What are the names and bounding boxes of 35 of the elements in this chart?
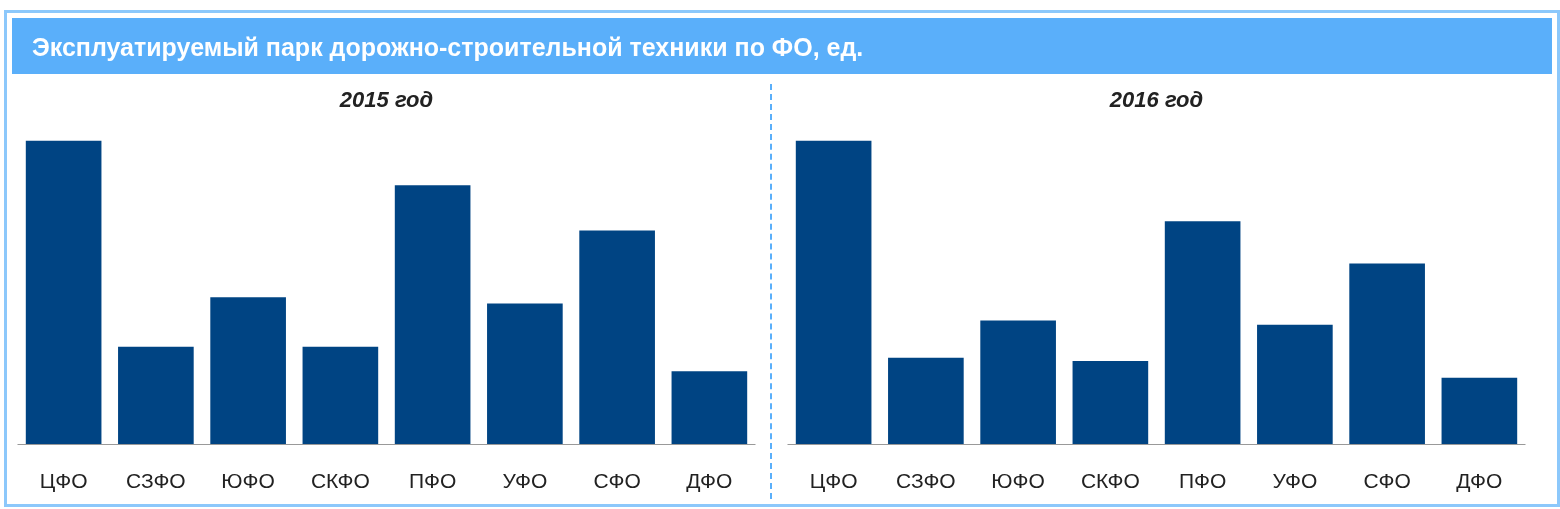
x-tick-label: ЮФО xyxy=(991,468,1045,492)
x-tick-label: УФО xyxy=(1272,468,1318,492)
bar xyxy=(1349,263,1425,445)
x-tick-label: ЮФО xyxy=(221,468,275,492)
bar xyxy=(1164,221,1241,445)
x-tick-label: СФО xyxy=(1363,468,1411,492)
bar xyxy=(302,346,379,445)
x-tick-label: СФО xyxy=(593,468,641,492)
bar xyxy=(888,357,964,445)
x-tick-label: УФО xyxy=(502,468,548,492)
bar xyxy=(25,140,102,445)
bar xyxy=(980,320,1056,445)
bar xyxy=(795,140,872,445)
x-tick-label: СКФО xyxy=(1080,468,1140,492)
bar xyxy=(118,346,194,445)
x-tick-label: ПФО xyxy=(1178,468,1227,492)
chart-subtitle: 2015 год xyxy=(338,86,434,112)
x-tick-label: ДФО xyxy=(1456,468,1503,492)
x-tick-label: ЦФО xyxy=(809,468,858,492)
bar xyxy=(579,230,655,445)
x-tick-label: ДФО xyxy=(686,468,733,492)
bar xyxy=(394,185,471,445)
bar xyxy=(487,303,563,445)
chart-subtitle: 2016 год xyxy=(1108,86,1204,112)
chart-title: Эксплуатируемый парк дорожно-строительной техники по ФО, ед. xyxy=(32,32,864,63)
bar xyxy=(671,371,748,445)
bar xyxy=(1441,377,1518,445)
x-tick-label: СЗФО xyxy=(126,468,186,492)
bar xyxy=(210,297,286,445)
x-tick-label: СЗФО xyxy=(896,468,956,492)
x-tick-label: ЦФО xyxy=(39,468,88,492)
bar xyxy=(1257,324,1333,445)
x-tick-label: ПФО xyxy=(408,468,457,492)
bar xyxy=(1072,360,1149,445)
x-tick-label: СКФО xyxy=(310,468,370,492)
